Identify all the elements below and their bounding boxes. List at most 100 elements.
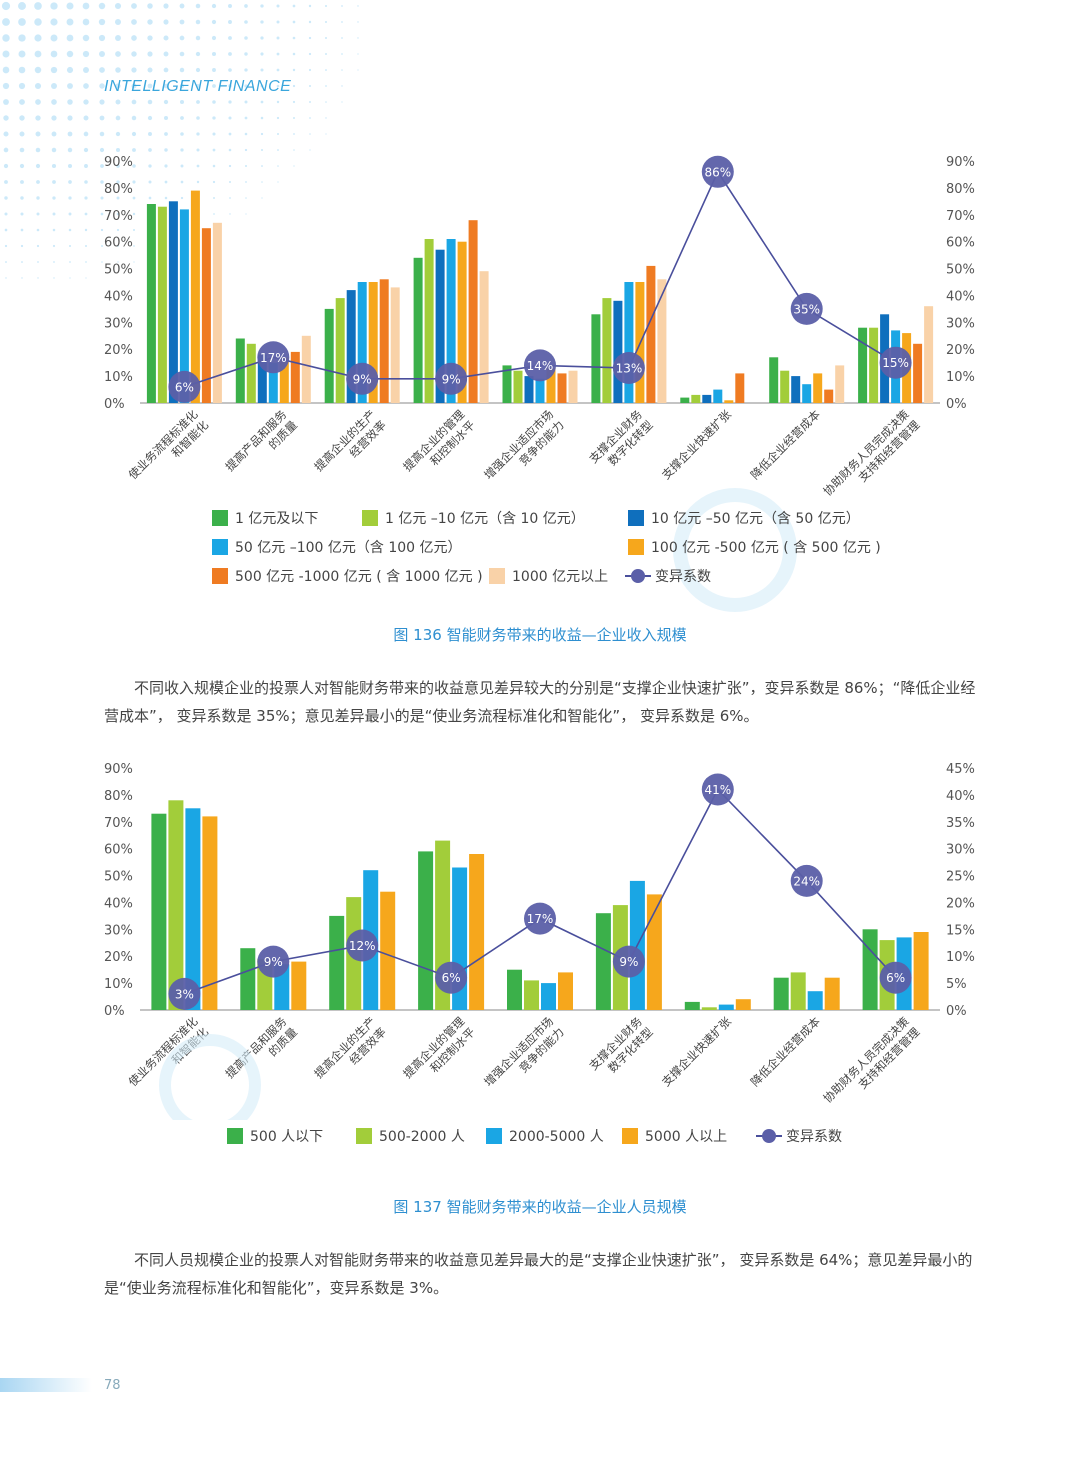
decor-dot (211, 19, 217, 25)
decor-dot (21, 261, 23, 263)
chart-revenue-scale: 0% 10% 20% 30% 40% 50% 60% 70% 80% 90% 0% 10% 20% 30%… (104, 155, 975, 612)
decor-dot (244, 148, 248, 152)
decor-dot (195, 35, 201, 41)
decor-dot (324, 20, 328, 24)
decor-dot (131, 115, 137, 121)
decor-dot (116, 180, 120, 184)
decor-dot (100, 212, 104, 216)
figure-caption-136: 图 136 智能财务带来的收益—企业收入规模 (393, 626, 687, 644)
decor-dot (115, 83, 121, 89)
decor-dot (228, 20, 232, 24)
decor-dot (357, 21, 359, 23)
decor-dot (148, 180, 152, 184)
bar (469, 854, 485, 1010)
decor-dot (4, 196, 8, 200)
y-tick-label-left: 60% (104, 843, 133, 858)
decor-dot (99, 131, 105, 137)
decor-dot (211, 3, 217, 9)
watermark-logo (159, 1034, 261, 1120)
decor-dot (261, 165, 263, 167)
decor-dot (68, 228, 72, 232)
bar (862, 929, 878, 1010)
decor-dot (131, 99, 137, 105)
bar (380, 891, 396, 1010)
bar (168, 800, 184, 1010)
bar (813, 373, 823, 403)
decor-dot (117, 245, 119, 247)
decor-dot (309, 149, 311, 151)
legend-item-cv: 变异系数 (625, 566, 711, 586)
decor-dot (195, 19, 201, 25)
decor-dot (164, 148, 168, 152)
decor-dot (21, 277, 23, 279)
decor-dot (212, 116, 216, 120)
decor-dot (3, 131, 9, 137)
decor-dot (276, 100, 280, 104)
decor-dot (308, 20, 312, 24)
bar (684, 1001, 700, 1010)
y-tick-label-left: 30% (104, 923, 133, 938)
bar (824, 389, 834, 403)
bar (802, 384, 812, 403)
bar (791, 376, 801, 403)
decor-dot (179, 99, 185, 105)
decor-dot (52, 180, 56, 184)
decor-dot (309, 133, 311, 135)
bar (724, 400, 734, 403)
decor-dot (115, 99, 121, 105)
cv-point (790, 292, 823, 325)
bar (418, 851, 434, 1010)
decor-dot (341, 101, 343, 103)
decor-dot (67, 131, 73, 137)
decor-dot (52, 196, 56, 200)
decor-dot (164, 132, 168, 136)
decor-dot (244, 36, 248, 40)
decor-dot (132, 228, 136, 232)
decor-dot (19, 115, 25, 121)
decor-dot (277, 149, 279, 151)
y-tick-label-left: 20% (104, 950, 133, 965)
decor-dot (34, 50, 42, 58)
bar (807, 991, 823, 1010)
decor-dot (260, 132, 264, 136)
decor-dot (228, 52, 232, 56)
decor-dot (100, 228, 104, 232)
bar (869, 327, 879, 403)
cv-data-label: 13% (616, 362, 643, 376)
bar (646, 894, 662, 1010)
header-label: INTELLIGENT FINANCE (104, 78, 292, 95)
y-tick-label-right: 70% (946, 209, 975, 224)
decor-dot (180, 196, 184, 200)
category-label: 支撑企业快速扩张 (659, 1014, 734, 1089)
decor-dot (117, 261, 119, 263)
decor-dot (67, 163, 73, 169)
y-tick-label-left: 30% (104, 316, 133, 331)
decor-dot (148, 196, 152, 200)
decor-dot (34, 34, 42, 42)
decor-dot (195, 67, 201, 73)
decor-dot (163, 19, 169, 25)
decor-dot (325, 53, 327, 55)
decor-dot (180, 116, 184, 120)
legend-item: 2000-5000 人 (486, 1126, 604, 1146)
decorative-dot-pattern (1, 1, 359, 279)
decor-dot (308, 84, 312, 88)
decor-dot (195, 51, 201, 57)
decor-dot (66, 34, 74, 42)
bar (157, 206, 167, 403)
bar (246, 343, 256, 403)
bar (718, 1004, 734, 1010)
decor-dot (325, 117, 327, 119)
decor-dot (180, 132, 184, 136)
bar (179, 209, 189, 403)
decor-dot (132, 148, 136, 152)
decor-dot (229, 213, 231, 215)
bar (201, 228, 211, 403)
page-footer-bar (0, 1378, 92, 1392)
y-tick-label-left: 70% (104, 816, 133, 831)
decor-dot (212, 84, 216, 88)
decor-dot (148, 164, 152, 168)
cv-data-label: 6% (886, 971, 905, 985)
decor-dot (4, 228, 8, 232)
